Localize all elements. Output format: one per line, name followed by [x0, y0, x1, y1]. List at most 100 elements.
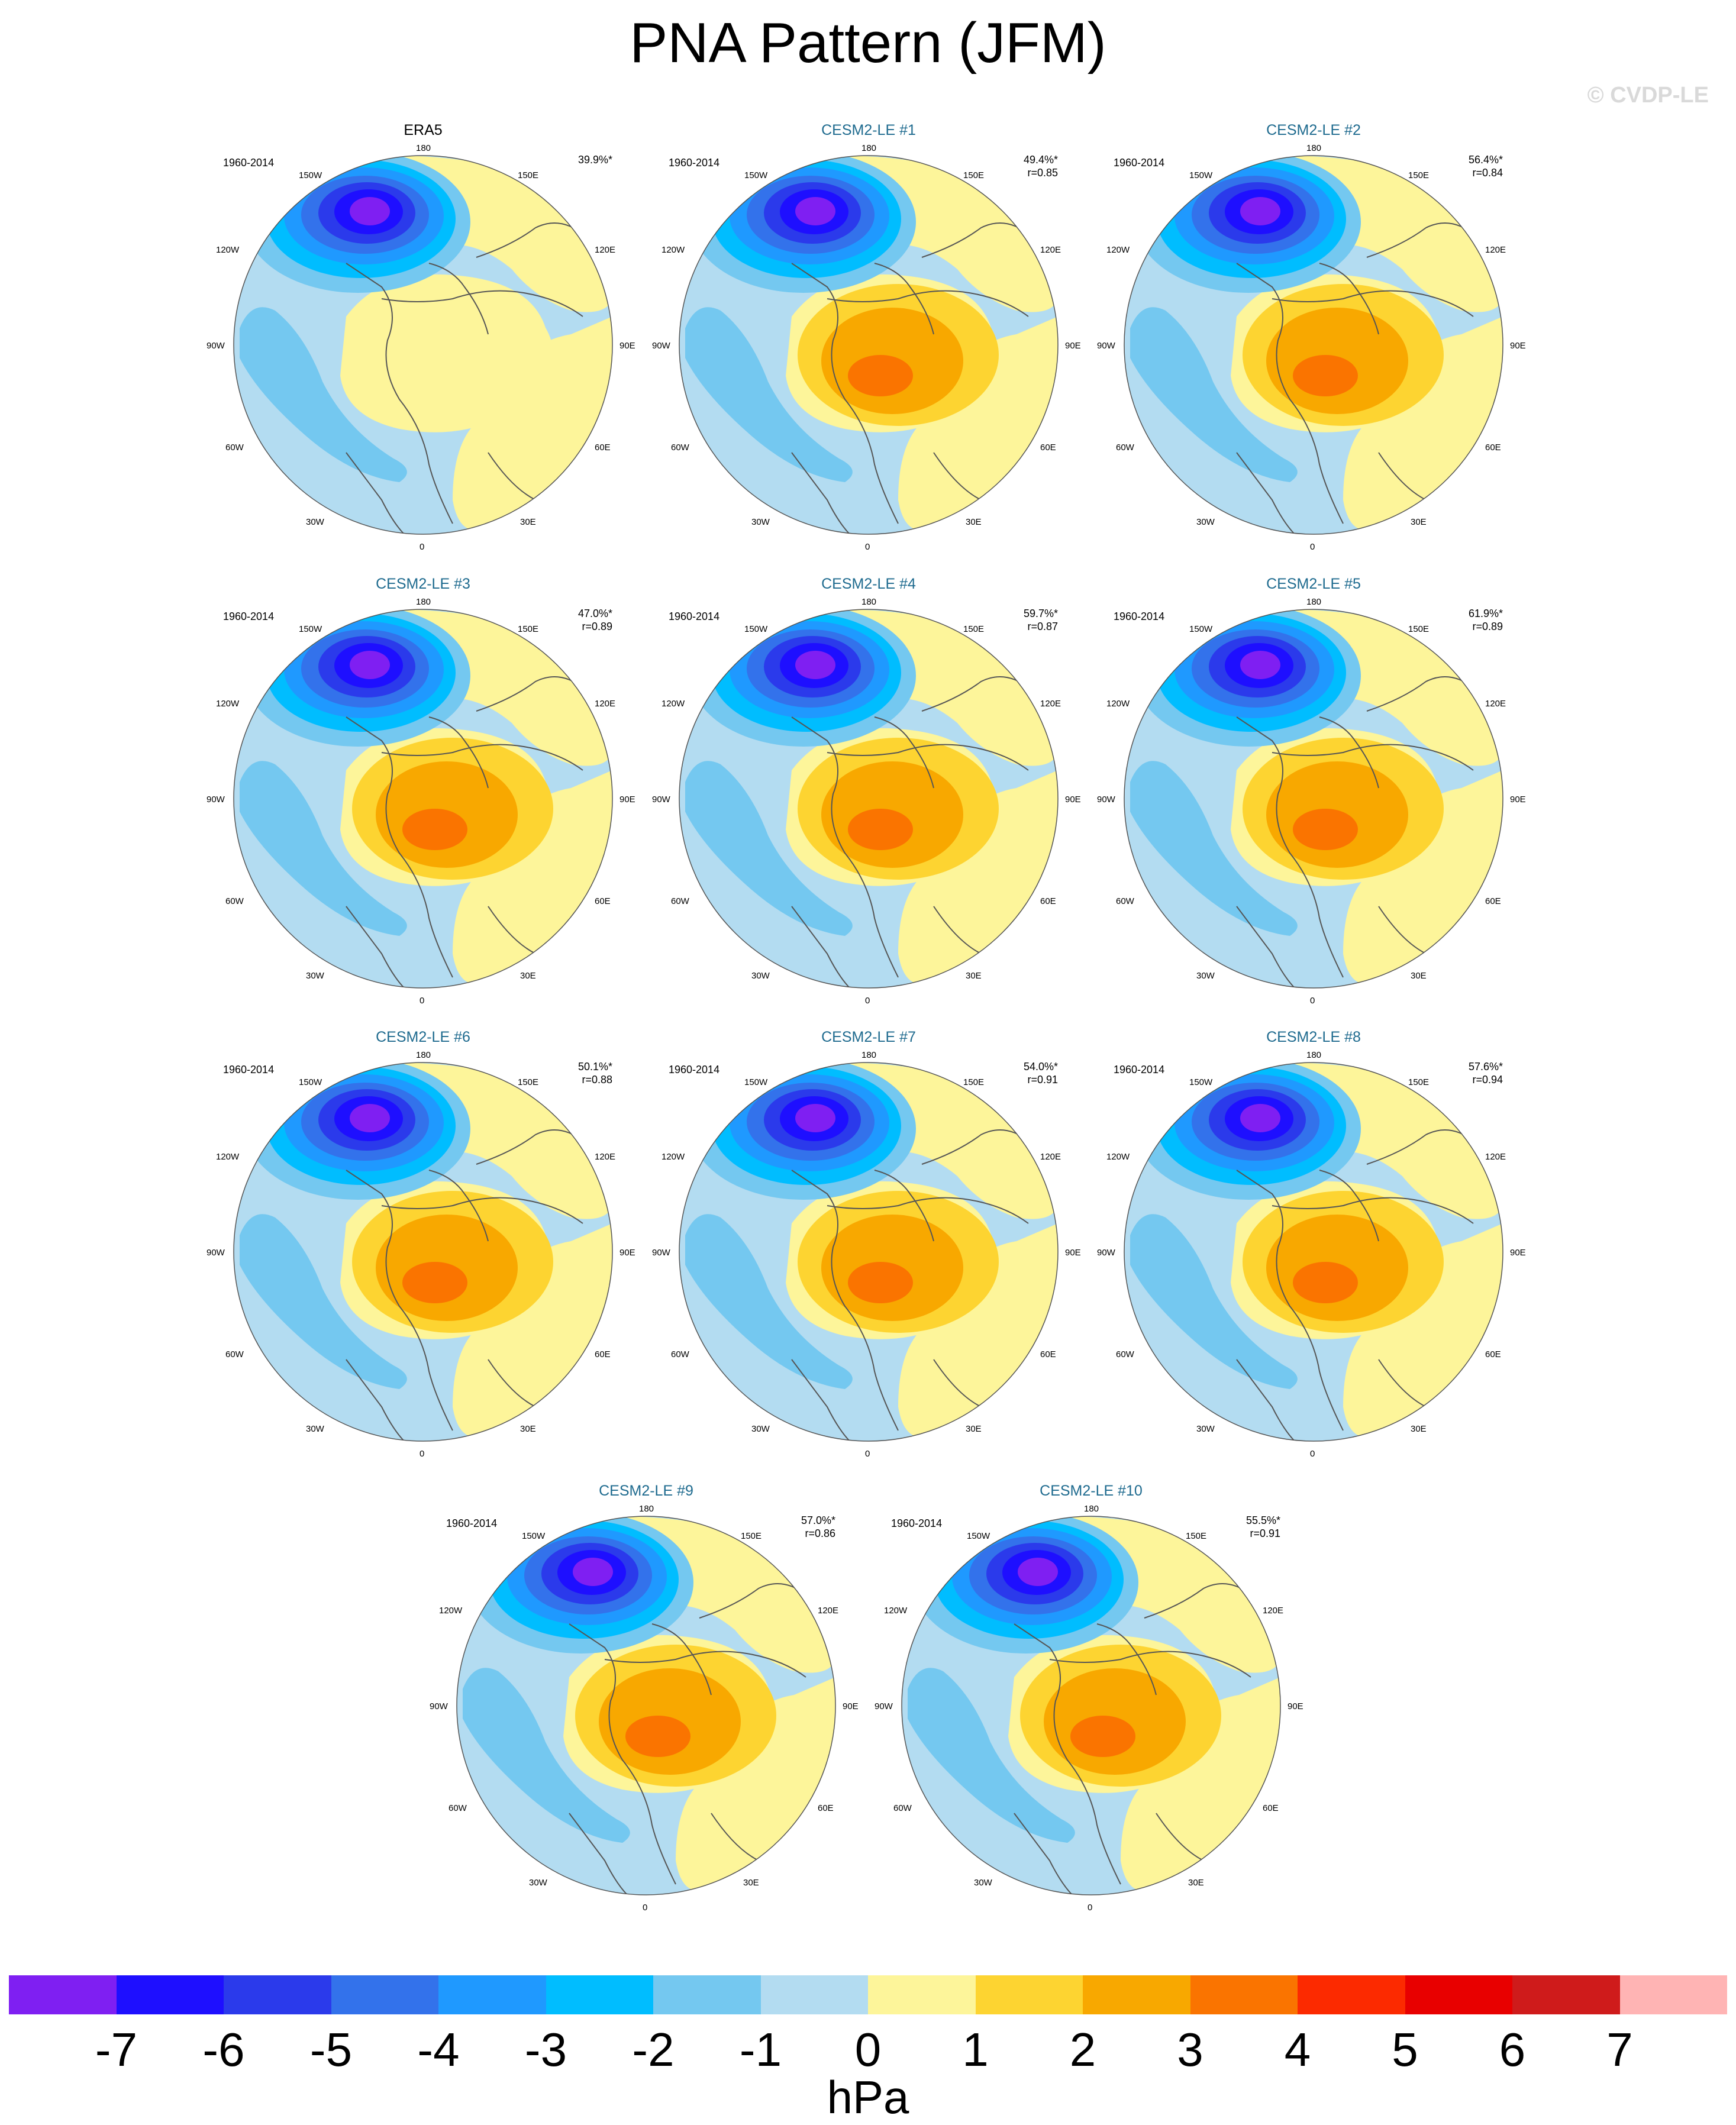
pattern-correlation: r=0.84 — [1472, 167, 1503, 179]
colorbar-tick-label: -6 — [202, 2023, 245, 2076]
panel-title: CESM2-LE #7 — [821, 1029, 916, 1045]
contour-3hpa-ring — [1070, 1716, 1135, 1757]
colorbar — [9, 1975, 1727, 2014]
contour-3hpa-ring — [1293, 1262, 1358, 1303]
lon-label-30w: 30W — [751, 971, 770, 981]
colorbar-tick-label: 5 — [1392, 2023, 1418, 2076]
negative-region-atlantic — [240, 307, 407, 482]
map-panel-member-8: CESM2-LE #8 1960-2014 57.6%* r=0.94 — [1095, 1028, 1532, 1466]
lon-label-150e: 150E — [963, 170, 985, 180]
panel-title: CESM2-LE #9 — [599, 1483, 693, 1499]
lon-label-90e: 90E — [1065, 1248, 1081, 1258]
contour-3hpa-ring — [848, 809, 913, 850]
contour-neg7-ring — [795, 1104, 835, 1132]
map-boundary — [1124, 1062, 1503, 1442]
map-boundary — [1124, 609, 1503, 989]
lon-label-90w: 90W — [1097, 1248, 1115, 1258]
variance-stat: 55.5%* r=0.91 — [1203, 1514, 1280, 1540]
map-boundary — [456, 1516, 836, 1895]
lon-label-60e: 60E — [1485, 1349, 1501, 1359]
coastlines — [569, 1583, 806, 1895]
coastlines — [1236, 222, 1474, 534]
lon-label-0: 0 — [420, 996, 425, 1006]
watermark: © CVDP-LE — [1587, 83, 1709, 108]
variance-stat: 49.4%* r=0.85 — [981, 153, 1058, 179]
lon-label-120w: 120W — [216, 699, 240, 709]
lon-label-60e: 60E — [1263, 1803, 1279, 1813]
map-boundary — [901, 1516, 1281, 1895]
colorbar-bin-6 — [653, 1975, 761, 2014]
lon-label-90e: 90E — [1510, 795, 1526, 805]
lon-label-90w: 90W — [1097, 341, 1115, 351]
period-label: 1960-2014 — [1114, 611, 1165, 622]
lon-label-120w: 120W — [216, 1152, 240, 1162]
lon-label-60e: 60E — [595, 443, 611, 453]
panel-title: CESM2-LE #5 — [1266, 576, 1361, 592]
lon-label-150w: 150W — [1189, 1077, 1213, 1087]
period-label: 1960-2014 — [669, 157, 720, 169]
lon-label-150w: 150W — [299, 624, 322, 634]
lon-label-120w: 120W — [662, 245, 685, 255]
pattern-correlation: r=0.85 — [1027, 167, 1058, 179]
lon-label-30w: 30W — [974, 1878, 992, 1888]
period-label: 1960-2014 — [669, 1064, 720, 1076]
lon-label-150w: 150W — [967, 1531, 990, 1541]
lon-label-30w: 30W — [751, 1424, 770, 1434]
lon-label-180: 180 — [416, 597, 431, 607]
polar-map — [679, 155, 1059, 535]
variance-pct: 47.0%* — [577, 608, 612, 619]
lon-label-30e: 30E — [520, 971, 536, 981]
lon-label-30w: 30W — [529, 1878, 547, 1888]
lon-label-60e: 60E — [1485, 896, 1501, 906]
pattern-correlation: r=0.88 — [582, 1074, 612, 1086]
lon-label-30e: 30E — [1411, 971, 1427, 981]
contour-neg7-ring — [350, 1104, 390, 1132]
lon-label-120w: 120W — [216, 245, 240, 255]
contour-3hpa-ring — [402, 1262, 467, 1303]
period-label: 1960-2014 — [891, 1517, 943, 1529]
lon-label-90e: 90E — [619, 341, 635, 351]
variance-pct: 59.7%* — [1023, 608, 1058, 619]
lon-label-0: 0 — [420, 542, 425, 552]
colorbar-tick-label: 7 — [1606, 2023, 1633, 2076]
colorbar-tick-label: -1 — [739, 2023, 782, 2076]
lon-label-90w: 90W — [206, 795, 225, 805]
lon-label-60w: 60W — [893, 1803, 912, 1813]
variance-pct: 49.4%* — [1023, 154, 1058, 166]
positive-region-atlantic — [676, 1677, 835, 1891]
lon-label-90e: 90E — [843, 1701, 859, 1711]
lon-label-150e: 150E — [1408, 170, 1430, 180]
lon-label-150e: 150E — [518, 1077, 539, 1087]
colorbar-bin-2 — [224, 1975, 331, 2014]
lon-label-30w: 30W — [1196, 971, 1215, 981]
lon-label-180: 180 — [861, 1050, 877, 1060]
lon-label-60w: 60W — [671, 443, 689, 453]
colorbar-bin-0 — [9, 1975, 117, 2014]
lon-label-150w: 150W — [1189, 624, 1213, 634]
variance-pct: 50.1%* — [577, 1061, 612, 1073]
lon-label-30e: 30E — [520, 1424, 536, 1434]
lon-label-120e: 120E — [595, 699, 616, 709]
period-label: 1960-2014 — [223, 1064, 275, 1076]
contour-neg7-ring — [795, 197, 835, 225]
lon-label-180: 180 — [1084, 1504, 1099, 1514]
colorbar-bin-14 — [1512, 1975, 1620, 2014]
negative-region-atlantic — [1130, 307, 1298, 482]
variance-pct: 57.6%* — [1468, 1061, 1503, 1073]
lon-label-150w: 150W — [744, 170, 768, 180]
variance-pct: 54.0%* — [1023, 1061, 1058, 1073]
colorbar-bin-4 — [438, 1975, 546, 2014]
negative-region-atlantic — [1130, 1214, 1298, 1389]
lon-label-60w: 60W — [448, 1803, 467, 1813]
map-panel-member-9: CESM2-LE #9 1960-2014 57.0%* r=0.86 — [427, 1482, 865, 1920]
lon-label-120w: 120W — [884, 1606, 908, 1616]
pattern-correlation: r=0.91 — [1027, 1074, 1058, 1086]
map-panel-member-6: CESM2-LE #6 1960-2014 50.1%* r=0.88 — [204, 1028, 642, 1466]
colorbar-bin-12 — [1298, 1975, 1405, 2014]
contour-neg7-ring — [1240, 197, 1280, 225]
colorbar-tick-label: 6 — [1499, 2023, 1526, 2076]
lon-label-0: 0 — [1310, 542, 1315, 552]
colorbar-bin-8 — [868, 1975, 976, 2014]
contour-3hpa-ring — [848, 355, 913, 396]
map-panel-era5: ERA5 1960-2014 39.9%* — [204, 121, 642, 559]
